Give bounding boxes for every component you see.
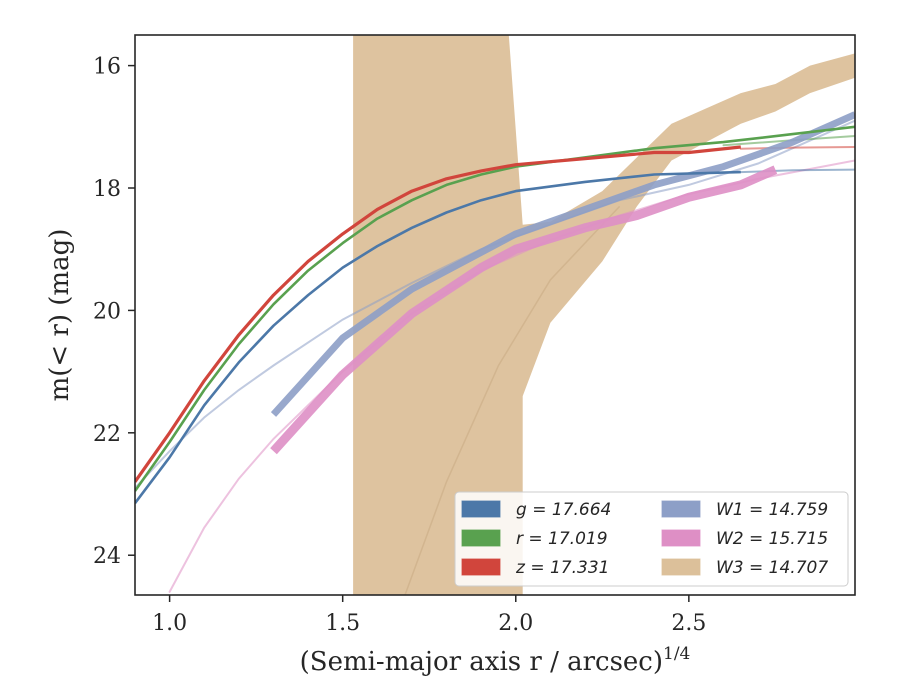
- legend-swatch-W2: [661, 529, 701, 547]
- legend-swatch-W1: [661, 500, 701, 518]
- legend-label-z: z = 17.331: [515, 558, 609, 578]
- legend-label-r: r = 17.019: [516, 529, 608, 549]
- series-W2-line: [270, 165, 778, 455]
- plot-frame: [134, 34, 856, 596]
- y-tick-label: 18: [93, 177, 121, 202]
- x-tick-label: 1.5: [325, 611, 360, 636]
- legend-swatch-r: [461, 529, 501, 547]
- x-axis-label: (Semi-major axis r / arcsec)1/4: [300, 644, 691, 677]
- series-z-model: [739, 146, 855, 150]
- legend-label-W1: W1 = 14.759: [716, 500, 828, 520]
- x-tick-label: 2.0: [498, 611, 533, 636]
- legend: g = 17.664 r = 17.019 z = 17.331 W1 = 14.75…: [454, 491, 849, 587]
- series-z-line: [135, 145, 741, 483]
- y-axis-label: m(< r) (mag): [45, 229, 75, 402]
- series-W1-model: [135, 119, 855, 489]
- x-axis-label-text: (Semi-major axis r / arcsec): [300, 647, 663, 677]
- plot-area: [135, 35, 855, 595]
- x-tick-label: 2.5: [671, 611, 706, 636]
- legend-swatch-W3: [661, 558, 701, 576]
- legend-label-W2: W2 = 15.715: [716, 529, 828, 549]
- legend-swatch-g: [461, 500, 501, 518]
- x-axis-label-exponent: 1/4: [663, 644, 690, 664]
- legend-label-W3: W3 = 14.707: [716, 558, 828, 578]
- y-tick-label: 22: [93, 422, 121, 447]
- y-tick-label: 24: [93, 544, 121, 569]
- series-W3-model: [404, 205, 621, 595]
- legend-label-g: g = 17.664: [516, 500, 611, 520]
- x-axis: 1.0 1.5 2.0 2.5: [152, 595, 706, 636]
- legend-box: [454, 491, 849, 587]
- x-tick-label: 1.0: [152, 611, 187, 636]
- series-r-line: [135, 125, 855, 492]
- legend-swatch-z: [461, 558, 501, 576]
- series-g-line: [135, 170, 741, 504]
- y-tick-label: 16: [93, 55, 121, 80]
- series-g-model: [739, 168, 855, 174]
- series-W1-line: [270, 111, 855, 417]
- y-axis: 16 18 20 22 24: [93, 55, 135, 569]
- y-tick-label: 20: [93, 299, 121, 324]
